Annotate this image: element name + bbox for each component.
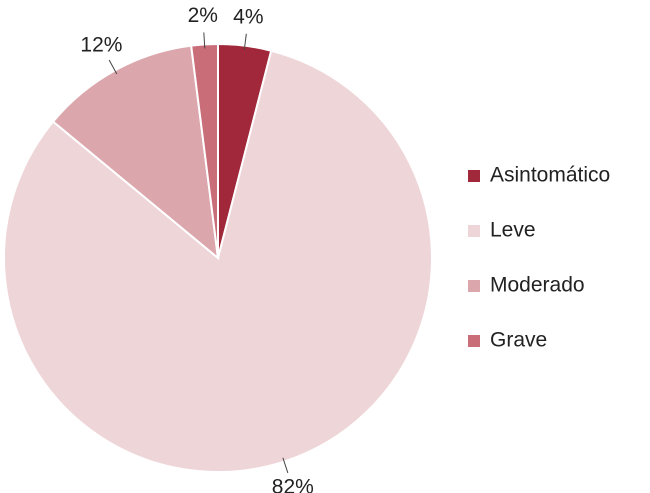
legend-swatch bbox=[468, 225, 480, 237]
legend-swatch bbox=[468, 280, 480, 292]
leader-line bbox=[108, 59, 118, 75]
legend-label: Asintomático bbox=[490, 164, 610, 187]
legend-swatch bbox=[468, 335, 480, 347]
leader-line bbox=[243, 33, 247, 50]
leader-line bbox=[203, 32, 206, 49]
data-label: 4% bbox=[233, 5, 263, 28]
leader-line bbox=[282, 457, 289, 474]
data-label: 2% bbox=[188, 4, 218, 27]
legend-label: Leve bbox=[490, 219, 536, 242]
data-label: 82% bbox=[272, 476, 314, 493]
legend-label: Moderado bbox=[490, 274, 585, 297]
legend-label: Grave bbox=[490, 329, 547, 352]
data-label: 12% bbox=[80, 33, 122, 56]
legend-swatch bbox=[468, 170, 480, 182]
